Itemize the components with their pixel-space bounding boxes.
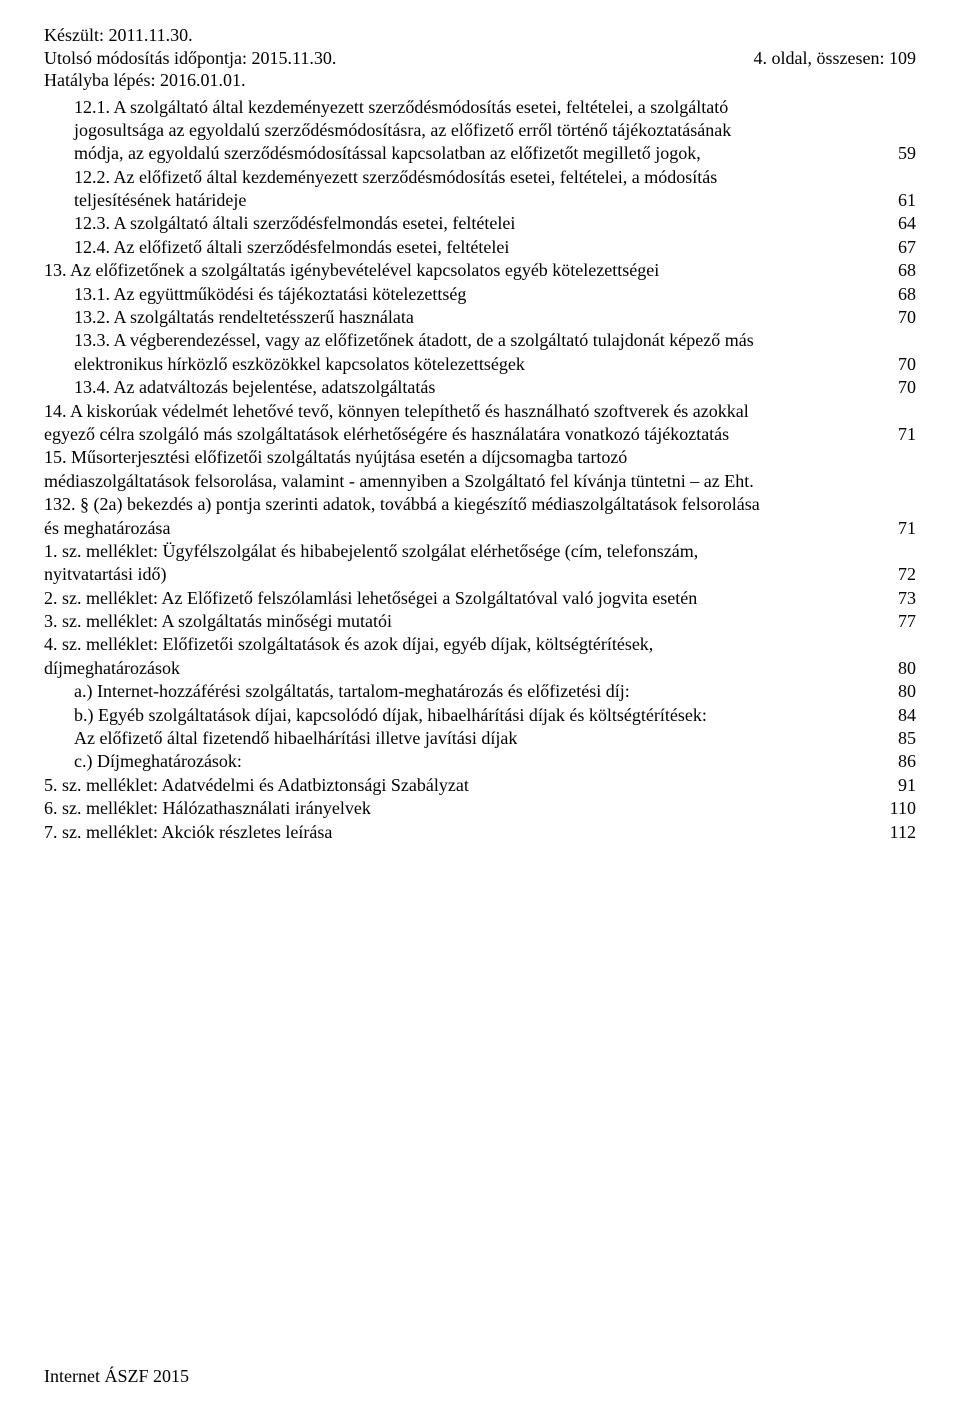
toc-page: 67 xyxy=(898,236,916,259)
toc-label: 6. sz. melléklet: Hálózathasználati irán… xyxy=(44,797,371,820)
toc-label: elektronikus hírközlő eszközökkel kapcso… xyxy=(74,353,525,376)
toc-page: 80 xyxy=(898,680,916,703)
toc-page: 112 xyxy=(890,821,916,844)
toc-label: egyező célra szolgáló más szolgáltatások… xyxy=(44,423,729,446)
toc-page: 70 xyxy=(898,353,916,376)
header-row-2: Utolsó módosítás időpontja: 2015.11.30. … xyxy=(44,47,916,70)
toc-entry: 5. sz. melléklet: Adatvédelmi és Adatbiz… xyxy=(44,774,916,797)
header-prepared: Készült: 2011.11.30. xyxy=(44,24,916,47)
toc-label: nyitvatartási idő) xyxy=(44,563,166,586)
page-header: Készült: 2011.11.30. Utolsó módosítás id… xyxy=(44,24,916,92)
toc-entry: 13.1. Az együttműködési és tájékoztatási… xyxy=(44,283,916,306)
toc-label: díjmeghatározások xyxy=(44,657,180,680)
toc-page: 71 xyxy=(898,517,916,540)
toc-line: 12.2. Az előfizető által kezdeményezett … xyxy=(74,166,916,189)
toc-page: 110 xyxy=(890,797,916,820)
toc-entry: 13.2. A szolgáltatás rendeltetésszerű ha… xyxy=(44,306,916,329)
toc-entry: 13.4. Az adatváltozás bejelentése, adats… xyxy=(44,376,916,399)
toc-last-line: elektronikus hírközlő eszközökkel kapcso… xyxy=(74,353,916,376)
toc-label: c.) Díjmeghatározások: xyxy=(74,750,242,773)
toc-label: 5. sz. melléklet: Adatvédelmi és Adatbiz… xyxy=(44,774,469,797)
toc-page: 71 xyxy=(898,423,916,446)
toc-entry: 12.4. Az előfizető általi szerződésfelmo… xyxy=(44,236,916,259)
toc-page: 70 xyxy=(898,306,916,329)
toc-entry: Az előfizető által fizetendő hibaelhárít… xyxy=(44,727,916,750)
toc-label: 2. sz. melléklet: Az Előfizető felszólam… xyxy=(44,587,697,610)
toc-page: 59 xyxy=(898,142,916,165)
toc-label: 13.4. Az adatváltozás bejelentése, adats… xyxy=(74,376,435,399)
toc-entry: 12.1. A szolgáltató által kezdeményezett… xyxy=(44,96,916,166)
toc-last-line: teljesítésének határideje 61 xyxy=(74,189,916,212)
toc-page: 64 xyxy=(898,212,916,235)
toc-page: 70 xyxy=(898,376,916,399)
toc-last-line: és meghatározása 71 xyxy=(44,517,916,540)
toc-page: 80 xyxy=(898,657,916,680)
toc-label: 12.3. A szolgáltató általi szerződésfelm… xyxy=(74,212,515,235)
toc-last-line: egyező célra szolgáló más szolgáltatások… xyxy=(44,423,916,446)
toc-line: 12.1. A szolgáltató által kezdeményezett… xyxy=(74,96,916,119)
toc-line: 4. sz. melléklet: Előfizetői szolgáltatá… xyxy=(44,633,916,656)
toc-label: Az előfizető által fizetendő hibaelhárít… xyxy=(74,727,517,750)
toc-page: 61 xyxy=(898,189,916,212)
toc-page: 77 xyxy=(898,610,916,633)
toc-label: b.) Egyéb szolgáltatások díjai, kapcsoló… xyxy=(74,704,707,727)
toc-entry: 15. Műsorterjesztési előfizetői szolgált… xyxy=(44,446,916,540)
toc-entry: 12.3. A szolgáltató általi szerződésfelm… xyxy=(44,212,916,235)
header-last-modified: Utolsó módosítás időpontja: 2015.11.30. xyxy=(44,47,336,70)
page-footer: Internet ÁSZF 2015 xyxy=(44,1366,189,1387)
toc-page: 68 xyxy=(898,283,916,306)
toc-line: 14. A kiskorúak védelmét lehetővé tevő, … xyxy=(44,400,916,423)
toc-label: 13.1. Az együttműködési és tájékoztatási… xyxy=(74,283,466,306)
toc-entry: 7. sz. melléklet: Akciók részletes leírá… xyxy=(44,821,916,844)
toc-entry: 14. A kiskorúak védelmét lehetővé tevő, … xyxy=(44,400,916,447)
toc-page: 91 xyxy=(898,774,916,797)
toc-page: 85 xyxy=(898,727,916,750)
toc-line: 13.3. A végberendezéssel, vagy az előfiz… xyxy=(74,329,916,352)
toc-label: 12.4. Az előfizető általi szerződésfelmo… xyxy=(74,236,509,259)
toc-entry: 3. sz. melléklet: A szolgáltatás minőség… xyxy=(44,610,916,633)
toc-page: 72 xyxy=(898,563,916,586)
header-effective: Hatályba lépés: 2016.01.01. xyxy=(44,69,916,92)
toc-page: 86 xyxy=(898,750,916,773)
toc-entry: 13. Az előfizetőnek a szolgáltatás igény… xyxy=(44,259,916,282)
toc-entry: a.) Internet-hozzáférési szolgáltatás, t… xyxy=(44,680,916,703)
toc-entry: 6. sz. melléklet: Hálózathasználati irán… xyxy=(44,797,916,820)
toc-label: és meghatározása xyxy=(44,517,170,540)
document-page: Készült: 2011.11.30. Utolsó módosítás id… xyxy=(0,0,960,1419)
table-of-contents: 12.1. A szolgáltató által kezdeményezett… xyxy=(44,96,916,845)
toc-entry: 1. sz. melléklet: Ügyfélszolgálat és hib… xyxy=(44,540,916,587)
toc-line: 1. sz. melléklet: Ügyfélszolgálat és hib… xyxy=(44,540,916,563)
toc-label: módja, az egyoldalú szerződésmódosítássa… xyxy=(74,142,701,165)
toc-entry: 12.2. Az előfizető által kezdeményezett … xyxy=(44,166,916,213)
toc-page: 84 xyxy=(898,704,916,727)
toc-label: 13. Az előfizetőnek a szolgáltatás igény… xyxy=(44,259,659,282)
toc-label: 7. sz. melléklet: Akciók részletes leírá… xyxy=(44,821,332,844)
toc-last-line: díjmeghatározások 80 xyxy=(44,657,916,680)
toc-entry: 13.3. A végberendezéssel, vagy az előfiz… xyxy=(44,329,916,376)
toc-label: 13.2. A szolgáltatás rendeltetésszerű ha… xyxy=(74,306,414,329)
toc-entry: c.) Díjmeghatározások: 86 xyxy=(44,750,916,773)
toc-page: 73 xyxy=(898,587,916,610)
toc-page: 68 xyxy=(898,259,916,282)
toc-line: 15. Műsorterjesztési előfizetői szolgált… xyxy=(44,446,916,469)
toc-entry: 2. sz. melléklet: Az Előfizető felszólam… xyxy=(44,587,916,610)
toc-label: 3. sz. melléklet: A szolgáltatás minőség… xyxy=(44,610,392,633)
toc-last-line: nyitvatartási idő) 72 xyxy=(44,563,916,586)
toc-label: a.) Internet-hozzáférési szolgáltatás, t… xyxy=(74,680,630,703)
toc-line: médiaszolgáltatások felsorolása, valamin… xyxy=(44,470,916,493)
toc-line: jogosultsága az egyoldalú szerződésmódos… xyxy=(74,119,916,142)
toc-line: 132. § (2a) bekezdés a) pontja szerinti … xyxy=(44,493,916,516)
header-page-info: 4. oldal, összesen: 109 xyxy=(754,47,916,70)
toc-entry: b.) Egyéb szolgáltatások díjai, kapcsoló… xyxy=(44,704,916,727)
toc-last-line: módja, az egyoldalú szerződésmódosítássa… xyxy=(74,142,916,165)
toc-label: teljesítésének határideje xyxy=(74,189,246,212)
toc-entry: 4. sz. melléklet: Előfizetői szolgáltatá… xyxy=(44,633,916,680)
